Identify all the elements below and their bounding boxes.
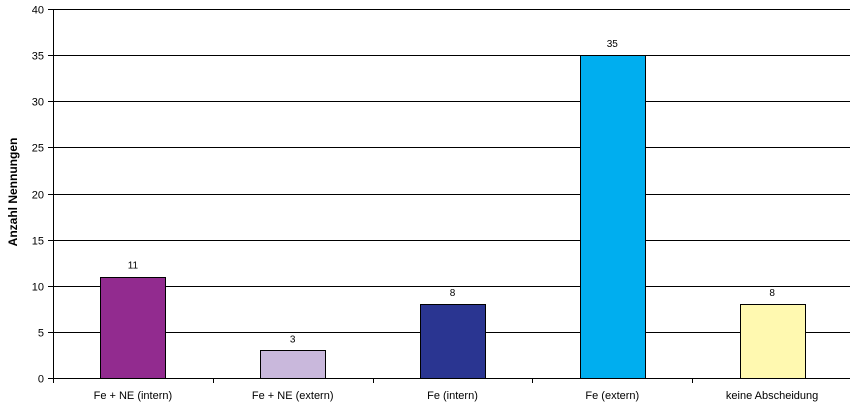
x-tick-label: Fe (extern) (585, 390, 639, 402)
bar (741, 305, 806, 379)
y-tick-label: 15 (32, 236, 44, 248)
y-tick-label: 40 (32, 5, 44, 17)
y-tick-labels: 0 5 10 15 20 25 30 35 40 (32, 5, 44, 386)
data-label: 8 (769, 288, 775, 299)
bar (101, 278, 166, 379)
data-label: 35 (607, 39, 619, 50)
data-labels: 11 3 8 35 8 (128, 39, 776, 345)
y-tick-label: 0 (38, 374, 44, 386)
y-tick-label: 35 (32, 51, 44, 63)
y-tick-label: 30 (32, 97, 44, 109)
y-axis-title: Anzahl Nennungen (6, 138, 20, 247)
y-tick-label: 5 (38, 328, 44, 340)
y-tick-label: 20 (32, 190, 44, 202)
x-tick-label: keine Abscheidung (726, 390, 818, 402)
bar (261, 351, 326, 379)
bar (581, 56, 646, 379)
x-tick-labels: Fe + NE (intern) Fe + NE (extern) Fe (inte… (94, 390, 819, 402)
y-tick-label: 10 (32, 282, 44, 294)
data-label: 3 (290, 334, 296, 345)
gridlines (53, 10, 850, 333)
x-tick-label: Fe (intern) (427, 390, 478, 402)
y-tick-label: 25 (32, 143, 44, 155)
x-tick-label: Fe + NE (extern) (252, 390, 334, 402)
bars (101, 56, 806, 379)
x-tick-label: Fe + NE (intern) (94, 390, 173, 402)
data-label: 11 (128, 261, 139, 272)
data-label: 8 (450, 288, 456, 299)
bar (421, 305, 486, 379)
